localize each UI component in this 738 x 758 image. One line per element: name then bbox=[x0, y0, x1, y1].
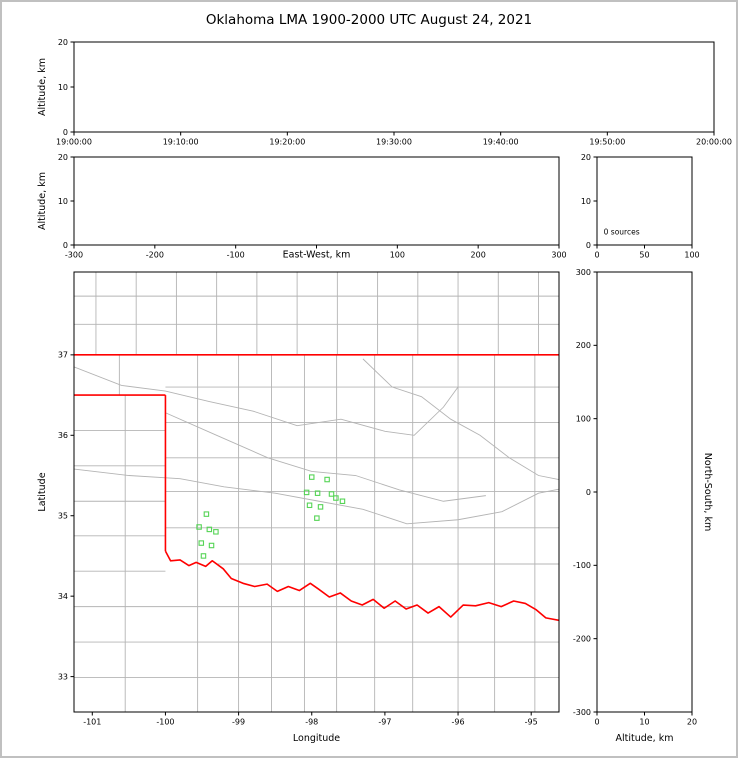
lma-station-marker bbox=[314, 515, 320, 521]
x-tick-label: -98 bbox=[305, 718, 318, 727]
y-tick-label: 0 bbox=[63, 128, 68, 137]
y-tick-label: 34 bbox=[58, 592, 68, 601]
y-tick-label: 0 bbox=[63, 241, 68, 250]
lma-station-marker bbox=[196, 524, 202, 530]
x-tick-label: -100 bbox=[227, 251, 245, 260]
x-tick-label: -100 bbox=[156, 718, 174, 727]
y-tick-label: 300 bbox=[576, 268, 591, 277]
y-tick-label: 36 bbox=[58, 431, 68, 440]
x-tick-label: 0 bbox=[594, 251, 599, 260]
x-tick-label: -300 bbox=[65, 251, 83, 260]
lma-station-marker bbox=[333, 495, 339, 501]
x-tick-label: -99 bbox=[232, 718, 245, 727]
lma-station-marker bbox=[200, 553, 207, 559]
x-tick-label: 10 bbox=[639, 718, 649, 727]
panel-plan-view: -101 -100 -99 -98 -97 -96 -95 33 34 35 36 37 Longitu… bbox=[37, 271, 560, 744]
y-axis-label: Latitude bbox=[37, 472, 48, 511]
y-tick-label: -300 bbox=[573, 708, 591, 717]
x-axis-label: Longitude bbox=[293, 733, 340, 744]
lma-station-marker bbox=[203, 511, 210, 517]
plot-title: Oklahoma LMA 1900-2000 UTC August 24, 20… bbox=[205, 12, 533, 28]
sources-count-annotation: 0 sources bbox=[604, 227, 640, 236]
x-tick-label: 100 bbox=[684, 251, 699, 260]
lma-station-marker bbox=[213, 529, 219, 535]
lma-station-marker bbox=[314, 490, 321, 496]
y-tick-label: 10 bbox=[58, 197, 68, 206]
lma-station-marker bbox=[324, 476, 330, 483]
x-tick-label: 100 bbox=[390, 251, 405, 260]
x-tick-label: 0 bbox=[594, 718, 599, 727]
y-tick-label: 33 bbox=[58, 672, 68, 681]
panel-ew-height: -300 -200 -100 100 200 300 0 10 20 East-West, km A… bbox=[37, 153, 567, 261]
x-tick-label: -97 bbox=[378, 718, 391, 727]
x-tick-label: 19:20:00 bbox=[269, 138, 305, 147]
y-tick-label: 0 bbox=[586, 241, 591, 250]
y-tick-label: 20 bbox=[58, 153, 68, 162]
x-tick-label: 19:10:00 bbox=[163, 138, 199, 147]
lma-station-marker bbox=[328, 491, 335, 497]
panel-frame bbox=[73, 271, 560, 713]
river-line bbox=[74, 468, 559, 525]
panel-height-ns: 0 10 20 300 200 100 0 -100 -200 -300 Altitude, km N… bbox=[573, 268, 713, 744]
y-tick-label: 0 bbox=[586, 488, 591, 497]
river-line bbox=[74, 366, 459, 436]
y-tick-label: -100 bbox=[573, 561, 591, 570]
lma-station-marker bbox=[198, 540, 205, 546]
x-axis-label: East-West, km bbox=[283, 250, 351, 261]
x-tick-label: 19:40:00 bbox=[483, 138, 519, 147]
state-boundary-line bbox=[164, 550, 559, 622]
x-tick-label: -96 bbox=[452, 718, 465, 727]
panel-time-height: 19:00:00 19:10:00 19:20:00 19:30:00 19:40:00… bbox=[37, 38, 732, 147]
x-tick-label: 20:00:00 bbox=[696, 138, 732, 147]
y-tick-label: 35 bbox=[58, 512, 68, 521]
x-tick-label: 300 bbox=[551, 251, 566, 260]
river-line bbox=[362, 358, 559, 480]
y-tick-label: 10 bbox=[58, 83, 68, 92]
panel-frame bbox=[73, 41, 715, 133]
x-axis-label: Altitude, km bbox=[616, 733, 674, 744]
x-tick-label: -95 bbox=[525, 718, 538, 727]
y-tick-label: 20 bbox=[58, 38, 68, 47]
lma-station-marker bbox=[306, 502, 313, 509]
y-tick-label: -200 bbox=[573, 634, 591, 643]
lma-station-marker bbox=[339, 498, 346, 505]
x-tick-label: -200 bbox=[146, 251, 164, 260]
y-tick-label: 100 bbox=[576, 414, 591, 423]
x-tick-label: 19:00:00 bbox=[56, 138, 92, 147]
lma-station-marker bbox=[206, 526, 213, 533]
y-tick-label: 200 bbox=[576, 341, 591, 350]
x-tick-label: -101 bbox=[83, 718, 101, 727]
x-tick-label: 19:30:00 bbox=[376, 138, 412, 147]
lma-station-marker bbox=[208, 542, 215, 549]
x-tick-label: 50 bbox=[639, 251, 649, 260]
x-tick-label: 20 bbox=[687, 718, 697, 727]
lma-station-marker bbox=[303, 489, 310, 496]
lma-station-marker bbox=[317, 504, 324, 510]
lma-station-marker bbox=[308, 474, 315, 480]
x-tick-label: 200 bbox=[471, 251, 486, 260]
panel-alt-histogram: 0 50 100 0 10 20 0 sources bbox=[581, 153, 700, 260]
y-axis-label: Altitude, km bbox=[37, 58, 48, 116]
river-line bbox=[165, 412, 486, 502]
y-axis-label: Altitude, km bbox=[37, 172, 48, 230]
y-axis-label-right: North-South, km bbox=[702, 453, 713, 531]
y-tick-label: 10 bbox=[581, 197, 591, 206]
y-tick-label: 37 bbox=[58, 351, 68, 360]
panel-frame bbox=[73, 156, 560, 246]
y-tick-label: 20 bbox=[581, 153, 591, 162]
x-tick-label: 19:50:00 bbox=[589, 138, 625, 147]
panel-frame bbox=[596, 271, 693, 713]
